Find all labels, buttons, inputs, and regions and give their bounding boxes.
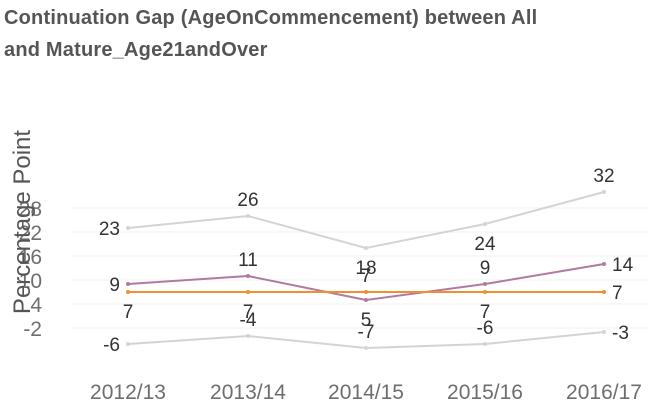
data-point <box>364 298 368 302</box>
data-point <box>483 342 487 346</box>
data-label: 32 <box>593 166 614 187</box>
data-point <box>602 330 606 334</box>
data-point <box>364 246 368 250</box>
data-label: 7 <box>480 302 491 323</box>
data-label: 7 <box>612 283 623 304</box>
data-label: 5 <box>361 310 372 331</box>
data-point <box>602 290 606 294</box>
data-point <box>246 290 250 294</box>
data-point <box>246 334 250 338</box>
y-tick-label: 22 <box>19 222 42 245</box>
data-label: 14 <box>612 255 634 276</box>
y-tick-label: 16 <box>19 246 42 269</box>
data-label: 11 <box>238 250 258 271</box>
data-point <box>364 290 368 294</box>
data-label: 9 <box>109 275 120 296</box>
data-point <box>364 346 368 350</box>
data-label: 7 <box>361 266 372 287</box>
data-label: 7 <box>243 302 254 323</box>
data-label: 24 <box>474 234 496 255</box>
y-tick-label: 28 <box>19 198 42 221</box>
data-point <box>126 226 130 230</box>
y-tick-label: -2 <box>23 318 42 341</box>
x-tick-label: 2012/13 <box>90 381 166 404</box>
data-point <box>483 290 487 294</box>
series-lines <box>126 190 606 350</box>
gridlines <box>72 207 648 329</box>
data-label: 9 <box>480 258 491 279</box>
data-point <box>483 222 487 226</box>
y-tick-label: 10 <box>19 270 42 293</box>
y-tick-label: 4 <box>30 294 42 317</box>
data-point <box>602 190 606 194</box>
data-point <box>483 282 487 286</box>
x-tick-label: 2016/17 <box>566 381 642 404</box>
data-label: 23 <box>99 219 120 240</box>
chart-title-line-1: Continuation Gap (AgeOnCommencement) bet… <box>4 7 538 29</box>
data-point <box>126 290 130 294</box>
chart-title-line-2: and Mature_Age21andOver <box>4 39 268 61</box>
data-point <box>246 274 250 278</box>
data-label: -7 <box>358 322 375 343</box>
data-label: 18 <box>355 258 376 279</box>
data-label: 26 <box>237 190 258 211</box>
data-point <box>246 214 250 218</box>
data-point <box>602 262 606 266</box>
x-tick-label: 2014/15 <box>328 381 404 404</box>
data-label: -4 <box>240 310 257 331</box>
x-tick-label: 2013/14 <box>210 381 286 404</box>
data-point <box>126 342 130 346</box>
data-point <box>126 282 130 286</box>
data-label: -6 <box>477 318 494 339</box>
y-axis-label: Percentage Point <box>9 130 36 314</box>
chart-title: Continuation Gap (AgeOnCommencement) bet… <box>4 2 644 66</box>
x-tick-label: 2015/16 <box>447 381 523 404</box>
data-label: -6 <box>103 335 120 356</box>
data-label: 7 <box>123 302 134 323</box>
data-label: -3 <box>612 323 629 344</box>
x-axis-ticks: 2012/13 2013/14 2014/15 2015/16 2016/17 <box>90 381 642 404</box>
series-line <box>127 191 605 249</box>
